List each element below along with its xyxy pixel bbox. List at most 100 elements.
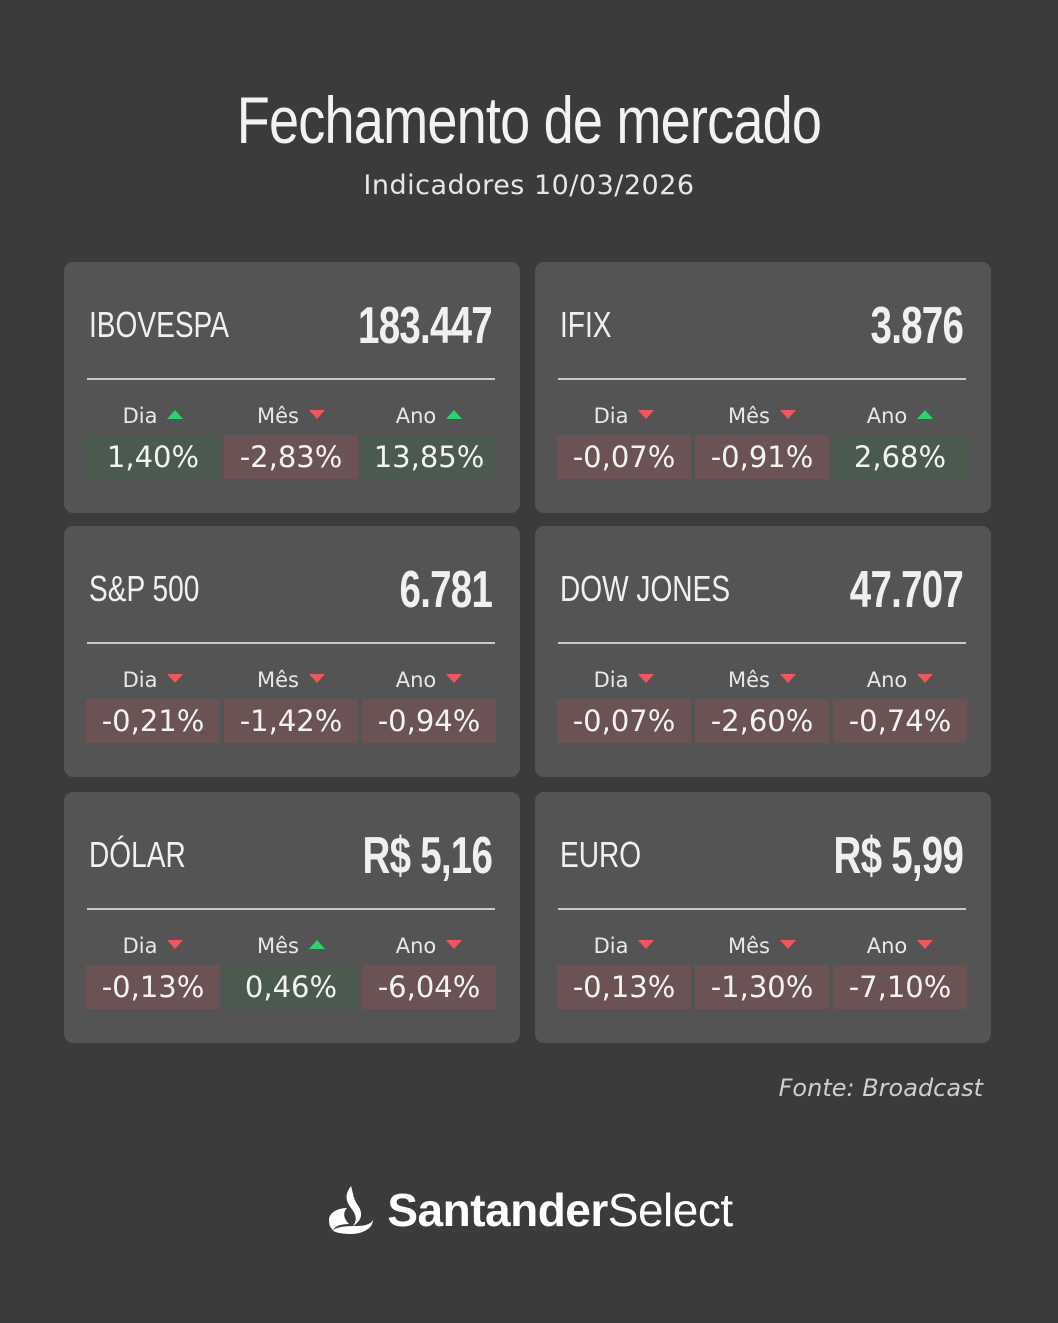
stat-label-text: Ano bbox=[866, 668, 908, 692]
stat-percent: -1,42% bbox=[224, 699, 358, 743]
card-divider bbox=[558, 642, 966, 644]
stat-label-text: Dia bbox=[593, 668, 629, 692]
stat-percent: -1,30% bbox=[695, 965, 829, 1009]
period-stats: Dia 1,40% Mês -2,83% Ano 13,85% bbox=[86, 402, 498, 482]
stat-percent: -2,83% bbox=[224, 435, 358, 479]
indicator-value: 183.447 bbox=[358, 297, 493, 355]
stat-label-text: Dia bbox=[593, 404, 629, 428]
card-divider bbox=[558, 378, 966, 380]
arrow-up-icon bbox=[446, 409, 463, 419]
arrow-down-icon bbox=[446, 673, 463, 683]
stat-label-text: Dia bbox=[122, 404, 158, 428]
page-subtitle: Indicadores 10/03/2026 bbox=[363, 170, 695, 201]
period-stats: Dia -0,07% Mês -2,60% Ano -0,74% bbox=[557, 666, 969, 746]
stat-mes: Mês -1,42% bbox=[224, 666, 358, 746]
stat-percent: -0,07% bbox=[557, 699, 691, 743]
stat-label-text: Dia bbox=[122, 934, 158, 958]
period-stats: Dia -0,13% Mês 0,46% Ano -6,04% bbox=[86, 932, 498, 1012]
stat-label-text: Ano bbox=[866, 404, 908, 428]
indicator-value: R$ 5,99 bbox=[833, 827, 963, 885]
stat-mes: Mês -2,60% bbox=[695, 666, 829, 746]
stat-label: Dia bbox=[86, 666, 220, 694]
stat-label: Ano bbox=[362, 932, 496, 960]
stat-dia: Dia 1,40% bbox=[86, 402, 220, 482]
stat-label: Mês bbox=[695, 402, 829, 430]
period-stats: Dia -0,07% Mês -0,91% Ano 2,68% bbox=[557, 402, 969, 482]
indicator-card: DÓLAR R$ 5,16 Dia -0,13% Mês 0,46% Ano -6,04% bbox=[64, 792, 520, 1043]
stat-percent: -0,07% bbox=[557, 435, 691, 479]
stat-label: Dia bbox=[86, 402, 220, 430]
indicator-card: IBOVESPA 183.447 Dia 1,40% Mês -2,83% Ano 13,85… bbox=[64, 262, 520, 513]
page-title: Fechamento de mercado bbox=[236, 83, 822, 157]
stat-percent: 13,85% bbox=[362, 435, 496, 479]
brand-name: SantanderSelect bbox=[387, 1184, 733, 1236]
arrow-down-icon bbox=[638, 939, 655, 949]
stat-label: Dia bbox=[557, 666, 691, 694]
stat-label-text: Dia bbox=[122, 668, 158, 692]
stat-label-text: Dia bbox=[593, 934, 629, 958]
stat-label-text: Mês bbox=[728, 668, 770, 692]
indicator-card: S&P 500 6.781 Dia -0,21% Mês -1,42% Ano -0,94% bbox=[64, 526, 520, 777]
stat-percent: -0,74% bbox=[833, 699, 967, 743]
indicator-name: DÓLAR bbox=[89, 834, 186, 875]
card-divider bbox=[87, 908, 495, 910]
stat-label: Dia bbox=[557, 402, 691, 430]
stat-percent: 2,68% bbox=[833, 435, 967, 479]
stat-percent: -7,10% bbox=[833, 965, 967, 1009]
stat-percent: 1,40% bbox=[86, 435, 220, 479]
arrow-down-icon bbox=[638, 673, 655, 683]
arrow-down-icon bbox=[308, 673, 325, 683]
arrow-down-icon bbox=[917, 673, 934, 683]
stat-label: Mês bbox=[695, 666, 829, 694]
arrow-down-icon bbox=[779, 409, 796, 419]
indicator-name: IBOVESPA bbox=[89, 304, 229, 345]
arrow-down-icon bbox=[167, 939, 184, 949]
stat-label: Mês bbox=[224, 402, 358, 430]
indicator-card: DOW JONES 47.707 Dia -0,07% Mês -2,60% Ano -0,7… bbox=[535, 526, 991, 777]
stat-ano: Ano -7,10% bbox=[833, 932, 967, 1012]
stat-mes: Mês -0,91% bbox=[695, 402, 829, 482]
indicator-card: IFIX 3.876 Dia -0,07% Mês -0,91% Ano 2,68% bbox=[535, 262, 991, 513]
arrow-down-icon bbox=[779, 939, 796, 949]
stat-label: Mês bbox=[224, 932, 358, 960]
stat-percent: -0,91% bbox=[695, 435, 829, 479]
stat-label: Dia bbox=[86, 932, 220, 960]
arrow-down-icon bbox=[638, 409, 655, 419]
stat-ano: Ano -0,74% bbox=[833, 666, 967, 746]
stat-label-text: Mês bbox=[728, 934, 770, 958]
stat-label: Mês bbox=[695, 932, 829, 960]
stat-percent: -6,04% bbox=[362, 965, 496, 1009]
stat-percent: 0,46% bbox=[224, 965, 358, 1009]
stat-label-text: Mês bbox=[257, 404, 299, 428]
stat-label: Ano bbox=[833, 932, 967, 960]
stat-label: Mês bbox=[224, 666, 358, 694]
stat-percent: -0,94% bbox=[362, 699, 496, 743]
indicator-value: 6.781 bbox=[399, 561, 492, 619]
stat-label: Ano bbox=[833, 402, 967, 430]
brand-logo: SantanderSelect bbox=[0, 1178, 1058, 1242]
stat-mes: Mês -2,83% bbox=[224, 402, 358, 482]
card-divider bbox=[87, 642, 495, 644]
indicator-value: 3.876 bbox=[870, 297, 963, 355]
stat-ano: Ano 2,68% bbox=[833, 402, 967, 482]
stat-label: Dia bbox=[557, 932, 691, 960]
stat-ano: Ano 13,85% bbox=[362, 402, 496, 482]
stat-mes: Mês -1,30% bbox=[695, 932, 829, 1012]
stat-label-text: Ano bbox=[395, 404, 437, 428]
indicator-value: 47.707 bbox=[849, 561, 964, 619]
stat-dia: Dia -0,13% bbox=[86, 932, 220, 1012]
stat-percent: -0,13% bbox=[557, 965, 691, 1009]
arrow-down-icon bbox=[779, 673, 796, 683]
indicator-name: EURO bbox=[560, 834, 642, 875]
indicator-value: R$ 5,16 bbox=[362, 827, 492, 885]
indicator-name: S&P 500 bbox=[89, 568, 200, 609]
indicator-card: EURO R$ 5,99 Dia -0,13% Mês -1,30% Ano -7,10% bbox=[535, 792, 991, 1043]
stat-ano: Ano -0,94% bbox=[362, 666, 496, 746]
stat-label-text: Mês bbox=[257, 934, 299, 958]
stat-dia: Dia -0,21% bbox=[86, 666, 220, 746]
card-divider bbox=[558, 908, 966, 910]
stat-label-text: Mês bbox=[257, 668, 299, 692]
stat-label-text: Mês bbox=[728, 404, 770, 428]
stat-dia: Dia -0,13% bbox=[557, 932, 691, 1012]
stat-label-text: Ano bbox=[866, 934, 908, 958]
